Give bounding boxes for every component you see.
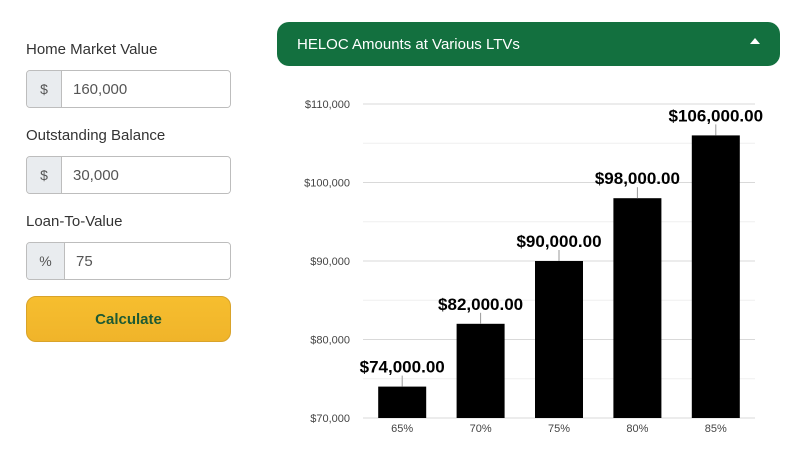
bar [691, 135, 740, 418]
x-tick-label: 80% [626, 423, 648, 435]
y-tick-label: $80,000 [310, 335, 350, 347]
caret-up-icon[interactable] [750, 38, 760, 44]
y-tick-label: $110,000 [305, 99, 350, 111]
x-tick-label: 85% [705, 423, 727, 435]
chart-panel-header[interactable]: HELOC Amounts at Various LTVs [277, 22, 780, 66]
outstanding-balance-label: Outstanding Balance [26, 127, 166, 144]
panel-title: HELOC Amounts at Various LTVs [297, 35, 520, 53]
bar [456, 323, 505, 418]
outstanding-balance-input[interactable] [62, 157, 230, 193]
home-value-group: $ [26, 70, 231, 108]
data-label: $74,000.00 [360, 358, 445, 377]
home-value-input[interactable] [62, 71, 230, 107]
home-value-label: Home Market Value [26, 41, 158, 58]
y-tick-label: $100,000 [304, 178, 350, 190]
ltv-label: Loan-To-Value [26, 213, 123, 230]
currency-addon: $ [27, 157, 62, 193]
data-label: $90,000.00 [516, 232, 601, 251]
data-label: $82,000.00 [438, 295, 523, 314]
currency-addon: $ [27, 71, 62, 107]
y-tick-label: $90,000 [310, 256, 350, 268]
heloc-bar-chart: $70,000 $80,000 $90,000 $100,000 $110,000 $74… [304, 99, 764, 435]
x-tick-label: 70% [470, 423, 492, 435]
data-label: $98,000.00 [595, 169, 680, 188]
ltv-group: % [26, 242, 231, 280]
y-tick-label: $70,000 [310, 413, 350, 425]
bar [535, 261, 583, 418]
data-label: $106,000.00 [669, 106, 764, 125]
ltv-input[interactable] [65, 243, 230, 279]
bar [613, 198, 662, 418]
bar [378, 386, 427, 418]
outstanding-balance-group: $ [26, 156, 231, 194]
x-tick-label: 65% [391, 423, 413, 435]
x-tick-label: 75% [548, 423, 570, 435]
calculate-button[interactable]: Calculate [26, 296, 231, 342]
percent-addon: % [27, 243, 65, 279]
